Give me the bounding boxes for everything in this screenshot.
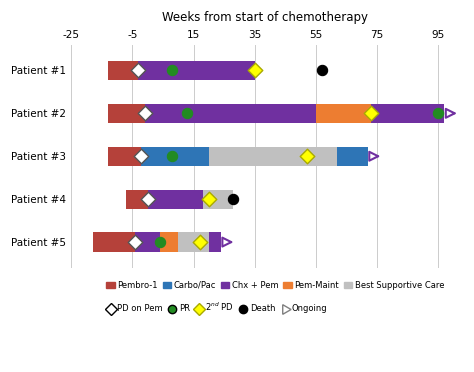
Point (132, 239, 139, 245)
Bar (126, 189, 147, 209)
Bar (108, 61, 138, 80)
Bar (108, 104, 145, 123)
Point (196, 239, 203, 245)
Bar (371, 104, 445, 123)
Point (303, 153, 310, 159)
Bar (316, 104, 371, 123)
Point (367, 110, 375, 116)
Point (141, 110, 148, 116)
Bar (178, 232, 209, 252)
Bar (203, 189, 233, 209)
Point (251, 67, 258, 73)
Point (183, 110, 191, 116)
Point (205, 196, 213, 202)
Bar (108, 147, 142, 166)
Bar (147, 189, 203, 209)
Bar (145, 104, 316, 123)
Point (435, 110, 442, 116)
Bar (160, 232, 178, 252)
Title: Weeks from start of chemotherapy: Weeks from start of chemotherapy (163, 12, 368, 25)
Bar (209, 147, 337, 166)
Bar (92, 232, 136, 252)
Point (229, 196, 237, 202)
Point (318, 67, 326, 73)
Point (144, 196, 151, 202)
Point (135, 67, 142, 73)
Bar (337, 147, 368, 166)
Point (138, 153, 146, 159)
Point (168, 67, 176, 73)
Bar (136, 232, 160, 252)
Bar (142, 147, 209, 166)
Legend: PD on Pem, PR, 2$^{nd}$ PD, Death, Ongoing: PD on Pem, PR, 2$^{nd}$ PD, Death, Ongoi… (106, 301, 327, 314)
Point (156, 239, 164, 245)
Bar (138, 61, 255, 80)
Bar (209, 232, 221, 252)
Point (168, 153, 176, 159)
